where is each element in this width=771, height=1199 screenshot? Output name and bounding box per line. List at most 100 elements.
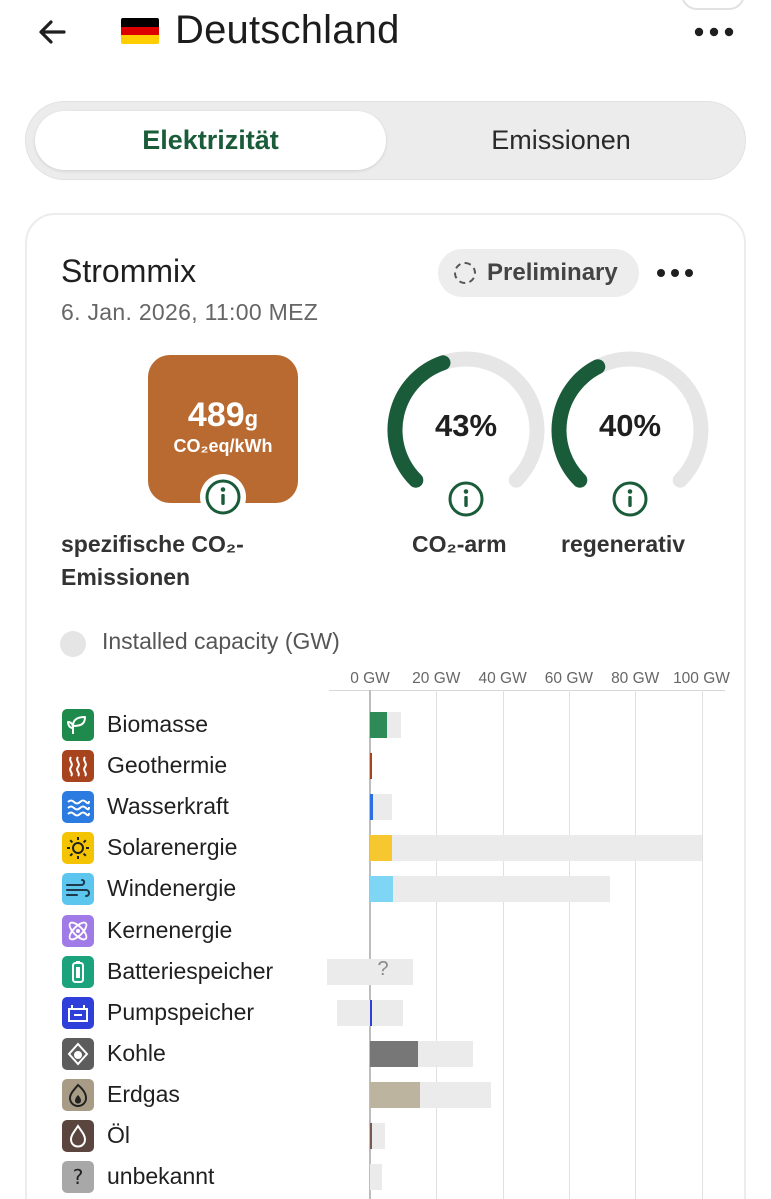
production-bar <box>370 1040 419 1067</box>
capacity-bar <box>370 794 392 821</box>
card-title: Strommix <box>61 253 197 289</box>
svg-text:?: ? <box>73 1165 84 1189</box>
renewable-info-icon[interactable] <box>607 476 653 522</box>
source-row[interactable]: Batteriespeicher? <box>27 952 748 992</box>
page-title: Deutschland <box>175 8 400 52</box>
card-more-options-icon[interactable] <box>653 259 697 287</box>
x-tick-label: 80 GW <box>611 670 660 687</box>
source-label: Batteriespeicher <box>107 957 274 984</box>
capacity-bar <box>370 835 702 862</box>
flag-stripe-black <box>121 18 159 27</box>
co2-label-line2: Emissionen <box>61 564 191 590</box>
germany-flag-icon <box>121 18 159 44</box>
pump-storage-icon <box>62 996 94 1029</box>
x-tick-label: 100 GW <box>673 670 730 687</box>
source-row[interactable]: Biomasse <box>27 705 748 745</box>
source-label: unbekannt <box>107 1163 215 1190</box>
battery-icon <box>62 955 94 988</box>
gauge-fill <box>551 359 606 488</box>
x-tick-label: 0 GW <box>350 670 390 687</box>
source-row[interactable]: ? unbekannt <box>27 1157 748 1197</box>
capacity-bar <box>370 1164 382 1191</box>
sun-icon <box>62 832 94 865</box>
co2-value-unit: g <box>244 406 259 431</box>
source-row[interactable]: Öl <box>27 1116 748 1156</box>
capacity-bar <box>370 1123 385 1149</box>
capacity-bar <box>336 999 404 1026</box>
co2-intensity-value: 489g <box>148 396 298 435</box>
source-row[interactable]: Solarenergie <box>27 828 748 868</box>
heat-waves-icon <box>62 750 94 783</box>
tab-elektrizitaet[interactable]: Elektrizität <box>35 111 386 170</box>
top-app-bar: Deutschland <box>0 0 771 70</box>
gas-flame-icon <box>62 1078 94 1111</box>
source-row[interactable]: Erdgas <box>27 1075 748 1115</box>
atom-icon <box>62 914 94 947</box>
source-row[interactable]: Windenergie <box>27 869 748 909</box>
dashed-circle-icon <box>454 262 476 284</box>
source-label: Geothermie <box>107 752 228 779</box>
source-label: Kernenergie <box>107 916 233 943</box>
capacity-bar <box>326 958 414 985</box>
production-bar <box>370 794 374 821</box>
source-label: Pumpspeicher <box>107 998 255 1025</box>
installed-capacity-radio[interactable] <box>60 631 86 657</box>
gridline <box>635 690 637 1199</box>
installed-capacity-label: Installed capacity (GW) <box>102 628 340 654</box>
production-bar <box>370 835 392 862</box>
co2-intensity-label: spezifische CO₂- Emissionen <box>61 528 244 594</box>
coal-icon <box>62 1037 94 1070</box>
oil-drop-icon <box>62 1120 94 1152</box>
x-axis-line <box>329 690 725 691</box>
production-by-source-chart: 0 GW 20 GW 40 GW 60 GW 80 GW 100 GW Biomasse Ge… <box>27 655 748 1199</box>
gridline <box>369 690 371 1199</box>
source-label: Wasserkraft <box>107 793 229 820</box>
source-row[interactable]: Pumpspeicher <box>27 993 748 1033</box>
gridline <box>568 690 570 1199</box>
production-bar <box>370 753 372 780</box>
production-bar <box>370 1123 372 1149</box>
preliminary-badge[interactable]: Preliminary <box>438 249 639 297</box>
production-bar <box>370 999 372 1026</box>
card-timestamp: 6. Jan. 2026, 11:00 MEZ <box>61 299 319 325</box>
x-tick-label: 60 GW <box>544 670 593 687</box>
source-row[interactable]: Kernenergie <box>27 911 748 951</box>
flag-stripe-red <box>121 26 159 36</box>
co2-info-icon[interactable] <box>200 474 246 520</box>
low-carbon-info-icon[interactable] <box>443 476 489 522</box>
back-arrow-icon[interactable] <box>34 14 70 50</box>
gridline <box>701 690 703 1199</box>
co2-intensity-unit: CO₂eq/kWh <box>173 436 273 456</box>
unknown-value-marker: ? <box>377 957 389 980</box>
tab-emissionen[interactable]: Emissionen <box>491 125 631 155</box>
wind-icon <box>62 873 94 906</box>
renewable-label: regenerativ <box>561 531 686 557</box>
view-segmented-control: Elektrizität Emissionen <box>25 101 746 180</box>
source-label: Biomasse <box>107 711 208 737</box>
water-waves-icon <box>62 791 94 824</box>
co2-label-line1: spezifische CO₂- <box>61 531 244 557</box>
source-label: Erdgas <box>107 1080 180 1107</box>
production-bar <box>370 712 387 738</box>
source-label: Windenergie <box>107 875 237 902</box>
co2-value-number: 489 <box>187 396 245 434</box>
production-bar <box>370 876 394 903</box>
question-icon: ? <box>62 1161 94 1194</box>
x-tick-label: 20 GW <box>412 670 461 687</box>
source-row[interactable]: Wasserkraft <box>27 787 748 827</box>
more-options-icon[interactable] <box>690 16 738 48</box>
flag-stripe-gold <box>121 35 159 44</box>
x-tick-label: 40 GW <box>478 670 527 687</box>
renewable-gauge: 40% <box>546 346 714 514</box>
production-bar <box>370 1081 420 1108</box>
source-label: Öl <box>107 1122 130 1148</box>
top-floating-button-edge[interactable] <box>681 0 745 10</box>
gridline <box>502 690 504 1199</box>
source-row[interactable]: Geothermie <box>27 746 748 786</box>
preliminary-label: Preliminary <box>487 259 618 286</box>
gridline <box>436 690 438 1199</box>
gauge-fill <box>387 355 451 488</box>
capacity-bar <box>370 876 611 903</box>
source-row[interactable]: Kohle <box>27 1034 748 1074</box>
low-carbon-gauge: 43% <box>382 346 550 514</box>
